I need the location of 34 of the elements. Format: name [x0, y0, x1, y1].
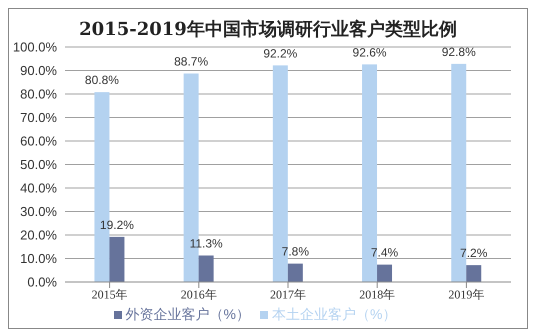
x-tick-label: 2016年: [180, 288, 217, 302]
y-tick-label: 20.0%: [20, 228, 58, 243]
y-tick-label: 50.0%: [20, 157, 58, 172]
y-tick-label: 60.0%: [20, 134, 58, 149]
y-tick-label: 90.0%: [20, 63, 58, 78]
bar: [109, 236, 124, 282]
bar: [466, 265, 482, 282]
bar: [198, 255, 214, 282]
y-tick-label: 0.0%: [27, 274, 58, 290]
text: 92.8%: [442, 44, 476, 59]
y-tick-label: 100.0%: [12, 40, 58, 55]
y-tick-label: 30.0%: [20, 204, 58, 220]
text: 92.6%: [352, 45, 387, 60]
text: 7.8%: [282, 244, 310, 259]
y-tick-label: 40.0%: [20, 180, 58, 196]
text: 11.3%: [190, 236, 223, 250]
text: 7.2%: [460, 246, 488, 260]
chart-title: 2015-2019年中国市场调研行业客户类型比例: [78, 18, 458, 41]
text: 92.2%: [263, 46, 298, 60]
x-tick-label: 2017年: [270, 288, 306, 302]
text: 80.8%: [84, 73, 119, 88]
bar: [377, 264, 392, 282]
x-tick-label: 2019年: [448, 288, 484, 302]
legend-label: 外资企业客户（%）: [126, 306, 250, 322]
y-tick-label: 70.0%: [20, 110, 58, 126]
text: 7.4%: [370, 246, 398, 260]
x-tick-label: 2015年: [92, 288, 128, 302]
legend-label: 本土企业客户（%）: [272, 306, 396, 322]
text: 19.2%: [100, 218, 134, 232]
bar: [288, 264, 303, 282]
text: 88.7%: [174, 54, 208, 69]
y-tick-label: 80.0%: [20, 86, 58, 102]
y-tick-label: 10.0%: [20, 251, 58, 266]
x-tick-label: 2018年: [359, 288, 396, 302]
